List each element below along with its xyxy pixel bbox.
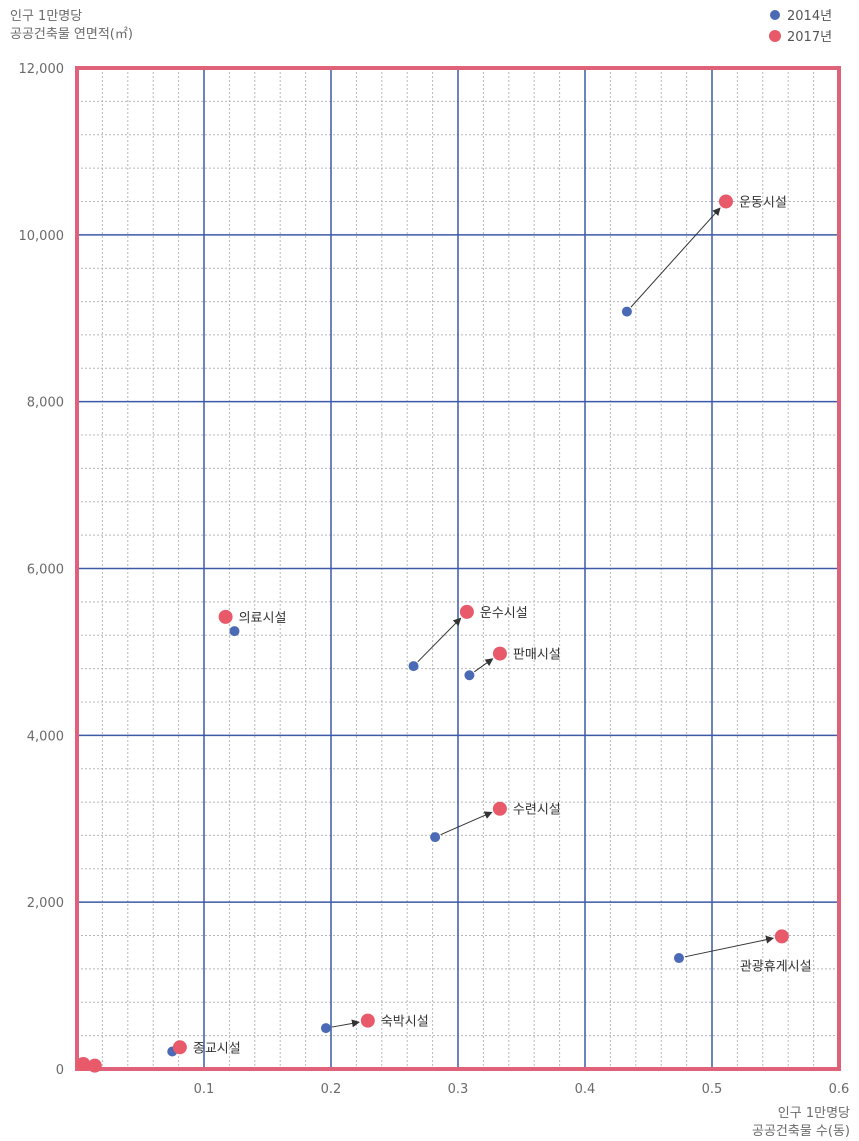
legend-marker-2014: [770, 10, 780, 20]
y-axis-title-line2: 공공건축물 연면적(㎡): [10, 27, 133, 42]
y-tick-label: 4,000: [27, 729, 64, 744]
major-grid: [77, 68, 839, 1069]
x-axis-title-line2: 공공건축물 수(동): [752, 1124, 850, 1139]
x-tick-label: 0.1: [194, 1082, 215, 1097]
change-arrow: [440, 811, 493, 836]
point-2014: [621, 306, 632, 317]
point-2017: [76, 1056, 91, 1071]
y-tick-label: 8,000: [27, 396, 64, 411]
y-tick-label: 6,000: [27, 563, 64, 578]
legend: 2014년 2017년: [769, 9, 832, 45]
point-2014: [408, 661, 419, 672]
plot-frame: [75, 66, 841, 1071]
y-tick-label: 12,000: [19, 62, 65, 77]
point-label: 의료시설: [239, 611, 287, 626]
y-axis-title-line1: 인구 1만명당: [10, 9, 82, 24]
change-arrow: [474, 658, 494, 673]
point-2017: [172, 1040, 187, 1055]
change-arrow: [630, 207, 721, 308]
change-arrow: [684, 935, 775, 958]
point-label: 운동시설: [739, 195, 787, 210]
point-2017: [492, 801, 507, 816]
point-label: 운수시설: [480, 606, 528, 621]
y-tick-label: 2,000: [27, 896, 64, 911]
point-2017: [718, 194, 733, 209]
x-tick-label: 0.3: [448, 1082, 469, 1097]
point-2017: [492, 646, 507, 661]
point-label: 종교시설: [193, 1041, 241, 1056]
point-2014: [673, 953, 684, 964]
x-tick-label: 0.2: [321, 1082, 342, 1097]
point-label: 수련시설: [513, 803, 561, 818]
legend-label-2017: 2017년: [787, 30, 832, 45]
legend-marker-2017: [769, 30, 781, 42]
x-tick-label: 0.5: [702, 1082, 723, 1097]
change-arrows: [331, 207, 775, 1028]
x-axis-title-line1: 인구 1만명당: [778, 1106, 850, 1121]
point-2017: [87, 1058, 102, 1073]
change-arrow: [417, 617, 462, 663]
x-tick-label: 0.6: [829, 1082, 850, 1097]
point-2017: [774, 929, 789, 944]
point-2014: [320, 1023, 331, 1034]
y-tick-label: 0: [56, 1063, 64, 1078]
y-tick-label: 10,000: [19, 229, 65, 244]
change-arrow: [331, 1019, 360, 1028]
point-label: 관광휴게시설: [740, 959, 812, 974]
point-label: 판매시설: [513, 648, 561, 663]
point-2014: [229, 626, 240, 637]
point-2014: [430, 832, 441, 843]
points-2014: [167, 306, 684, 1057]
point-label: 숙박시설: [381, 1015, 429, 1030]
point-2014: [464, 670, 475, 681]
legend-label-2014: 2014년: [787, 9, 832, 24]
x-axis-ticks: 0.1 0.2 0.3 0.4 0.5 0.6: [194, 1082, 850, 1097]
point-2017: [360, 1013, 375, 1028]
points-2017: [76, 194, 789, 1073]
point-2017: [218, 609, 233, 624]
x-tick-label: 0.4: [575, 1082, 596, 1097]
y-axis-ticks: 0 2,000 4,000 6,000 8,000 10,000 12,000: [19, 62, 65, 1078]
point-2017: [459, 604, 474, 619]
